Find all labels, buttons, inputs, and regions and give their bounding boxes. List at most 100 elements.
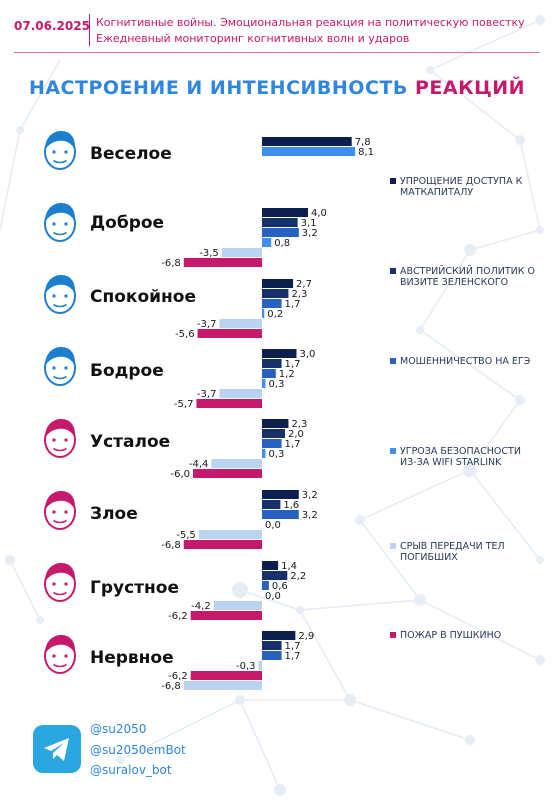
handle-su2050embot[interactable]: @su2050emBot <box>90 743 186 757</box>
data-label: 3,2 <box>302 510 318 521</box>
legend-label: Срыв передачи тел погибших <box>400 541 505 563</box>
data-label: 3,2 <box>302 228 318 239</box>
data-label: 0,0 <box>265 591 281 602</box>
title-part-1: НАСТРОЕНИЕ И ИНТЕНСИВНОСТЬ <box>28 77 415 99</box>
bar-mark <box>219 319 262 328</box>
face-avatar-icon <box>38 560 82 604</box>
bar-mark <box>196 399 262 408</box>
legend-item: Срыв передачи тел погибших <box>390 541 540 563</box>
legend-swatch <box>390 448 396 454</box>
data-label: 1,7 <box>285 651 301 662</box>
legend-label: Мошенничество на ЕГЭ <box>400 356 531 367</box>
face-avatar-icon <box>38 200 82 244</box>
data-label: -6,8 <box>161 681 181 692</box>
data-label: -6,2 <box>168 611 188 622</box>
legend-item: Мошенничество на ЕГЭ <box>390 356 540 367</box>
data-label: 1,7 <box>285 299 301 310</box>
data-label: 7,8 <box>355 137 371 148</box>
bar-mark <box>262 208 308 217</box>
category-label: Усталое <box>90 432 171 452</box>
face-avatar-icon <box>38 344 82 388</box>
bar-mark <box>262 349 297 358</box>
bar-mark <box>221 248 262 257</box>
data-label: -3,7 <box>197 389 217 400</box>
data-label: -6,0 <box>170 469 190 480</box>
category-label: Нервное <box>90 648 174 668</box>
bar-mark <box>262 309 265 318</box>
data-label: 2,3 <box>291 289 307 300</box>
data-label: 8,1 <box>358 147 374 158</box>
category-label: Грустное <box>90 578 179 598</box>
handle-suralov-bot[interactable]: @suralov_bot <box>90 763 172 777</box>
data-label: 0,3 <box>268 379 284 390</box>
category-label: Бодрое <box>90 361 164 381</box>
data-label: 0,6 <box>272 581 288 592</box>
data-label: -6,8 <box>161 258 181 269</box>
bar-mark <box>262 561 279 570</box>
bar-mark <box>262 439 282 448</box>
data-label: 4,0 <box>311 208 327 219</box>
data-label: 0,8 <box>274 238 290 249</box>
face-avatar-icon <box>38 488 82 532</box>
legend-swatch <box>390 358 396 364</box>
data-label: 2,9 <box>298 631 314 642</box>
header-subtitle-1: Когнитивные войны. Эмоциональная реакция… <box>96 16 525 29</box>
face-avatar-icon <box>38 272 82 316</box>
header-rule <box>14 52 540 53</box>
data-label: -5,6 <box>175 329 195 340</box>
data-label: 1,6 <box>283 500 299 511</box>
bar-mark <box>198 530 262 539</box>
data-label: 0,3 <box>268 449 284 460</box>
bar-mark <box>262 147 356 156</box>
data-label: 2,0 <box>288 429 304 440</box>
data-label: 0,2 <box>267 309 283 320</box>
data-label: -3,5 <box>199 248 219 259</box>
bar-mark <box>258 661 262 670</box>
data-label: 2,2 <box>290 571 306 582</box>
bar-mark <box>262 651 282 660</box>
bar-mark <box>183 681 262 690</box>
bar-mark <box>262 299 282 308</box>
data-label: -5,5 <box>176 530 196 541</box>
data-label: 3,2 <box>302 490 318 501</box>
bar-mark <box>183 540 262 549</box>
bar-mark <box>262 228 299 237</box>
legend-item: Австрийский политик о визите Зеленского <box>390 266 540 288</box>
data-label: 1,2 <box>279 369 295 380</box>
legend-label: Угроза безопасности из-за WiFi Starlink <box>400 446 521 468</box>
report-date: 07.06.2025 <box>14 19 90 33</box>
legend-swatch <box>390 178 396 184</box>
bar-mark <box>190 671 262 680</box>
data-label: 1,7 <box>285 439 301 450</box>
category-label: Доброе <box>90 213 165 233</box>
bar-mark <box>219 389 262 398</box>
data-label: -3,7 <box>197 319 217 330</box>
bar-mark <box>190 611 262 620</box>
legend-swatch <box>390 543 396 549</box>
bar-mark <box>262 289 289 298</box>
category-label: Злое <box>90 504 138 524</box>
data-label: -6,2 <box>168 671 188 682</box>
bar-mark <box>262 137 352 146</box>
data-label: 3,0 <box>300 349 316 360</box>
telegram-icon[interactable] <box>33 725 81 773</box>
handle-su2050[interactable]: @su2050 <box>90 722 147 736</box>
data-label: 3,1 <box>301 218 317 229</box>
data-label: 1,7 <box>285 641 301 652</box>
data-label: -6,8 <box>161 540 181 551</box>
header-subtitle-2: Ежедневный мониторинг когнитивных волн и… <box>96 32 410 45</box>
bar-mark <box>262 429 285 438</box>
legend-label: Упрощение доступа к маткапиталу <box>400 176 523 198</box>
bar-mark <box>211 459 262 468</box>
legend-item: Упрощение доступа к маткапиталу <box>390 176 540 198</box>
category-label: Веселое <box>90 144 172 164</box>
bar-mark <box>213 601 262 610</box>
bar-mark <box>262 510 299 519</box>
legend-swatch <box>390 632 396 638</box>
bar-mark <box>262 571 288 580</box>
bar-mark <box>262 500 281 509</box>
bar-mark <box>262 581 269 590</box>
data-label: 1,7 <box>285 359 301 370</box>
data-label: -4,4 <box>189 459 209 470</box>
